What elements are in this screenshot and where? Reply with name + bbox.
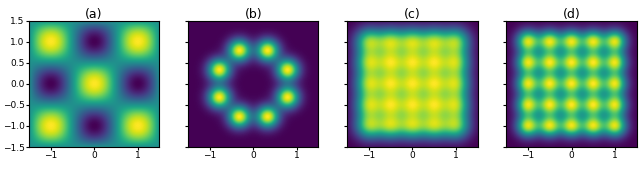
- Title: (c): (c): [404, 8, 420, 21]
- Title: (d): (d): [563, 8, 580, 21]
- Title: (b): (b): [244, 8, 262, 21]
- Title: (a): (a): [85, 8, 103, 21]
